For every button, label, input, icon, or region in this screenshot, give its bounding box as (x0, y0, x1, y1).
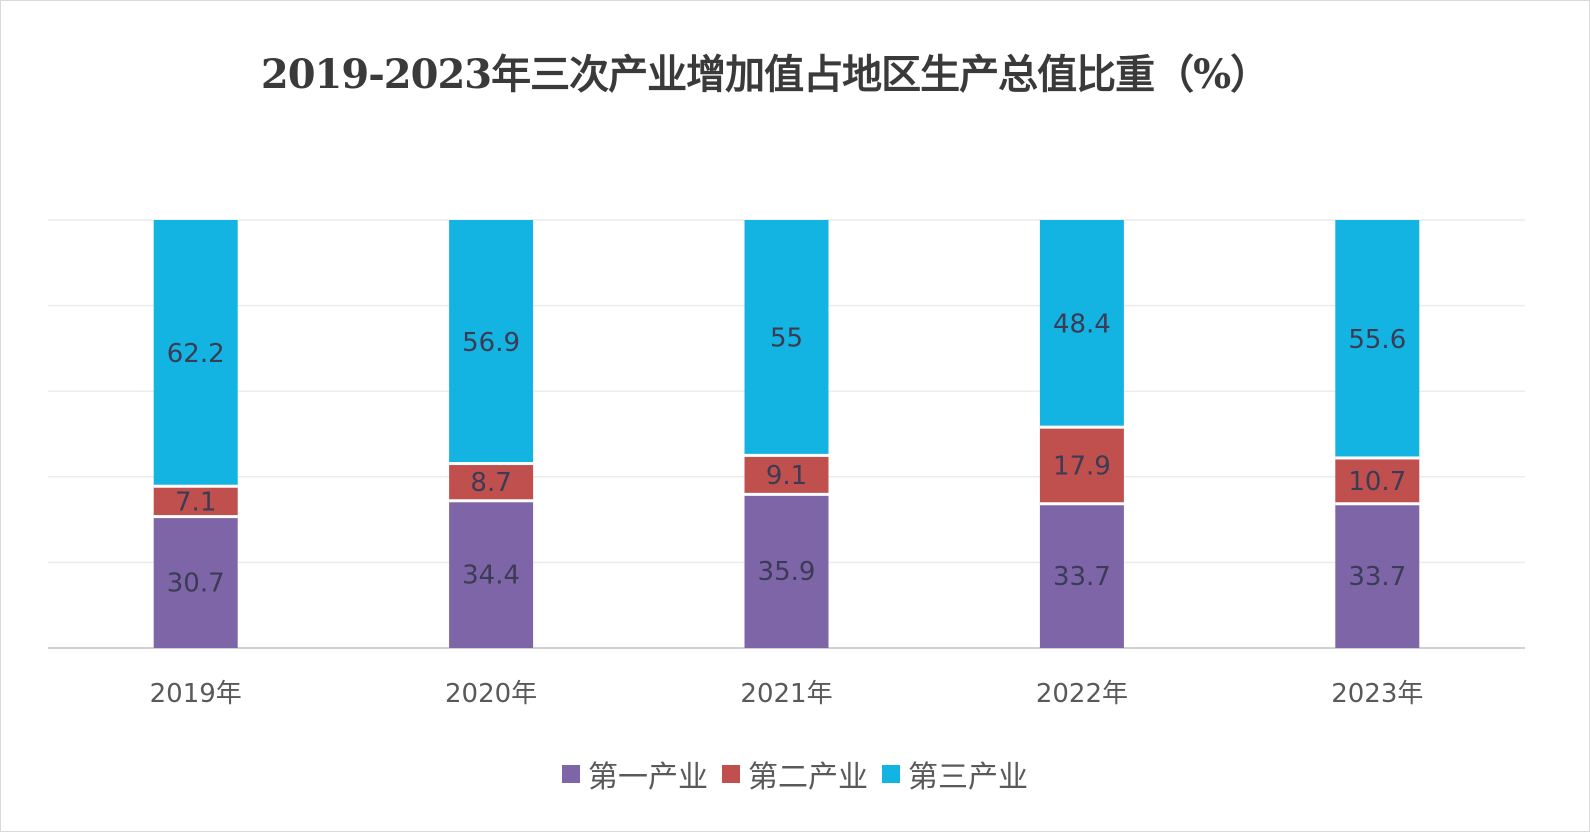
bar-separator-3-1 (1039, 502, 1124, 506)
bar-2-series-2 (744, 220, 829, 456)
data-label-1-series-0: 34.4 (462, 560, 520, 590)
data-label-2-series-2: 55 (770, 324, 803, 354)
bar-separator-0-1 (153, 515, 238, 519)
legend: 第一产业 第二产业 第三产业 (0, 752, 1590, 796)
data-label-3-series-2: 48.4 (1053, 310, 1111, 340)
legend-swatch-series-1 (722, 765, 740, 783)
legend-swatch-series-0 (562, 765, 580, 783)
bar-3-series-0 (1039, 503, 1124, 648)
legend-swatch-series-2 (882, 765, 900, 783)
bar-separator-4-1 (1335, 502, 1420, 506)
legend-item-series-0: 第一产业 (562, 752, 708, 796)
data-label-3-series-1: 17.9 (1053, 451, 1111, 481)
bar-separator-4-2 (1335, 456, 1420, 460)
legend-label-series-1: 第二产业 (748, 760, 868, 795)
data-label-1-series-1: 8.7 (470, 468, 511, 498)
bar-separator-2-1 (744, 492, 829, 496)
legend-label-series-2: 第三产业 (908, 760, 1028, 795)
legend-item-series-1: 第二产业 (722, 752, 868, 796)
x-tick-label-2: 2021年 (740, 679, 832, 709)
data-label-1-series-2: 56.9 (462, 328, 520, 358)
bars (153, 220, 1420, 648)
bar-separator-0-2 (153, 484, 238, 488)
data-label-4-series-1: 10.7 (1348, 467, 1406, 497)
x-tick-label-4: 2023年 (1331, 679, 1423, 709)
bar-0-series-2 (153, 220, 238, 487)
bar-2-series-0 (744, 494, 829, 648)
bar-separator-1-2 (449, 462, 534, 466)
x-tick-label-0: 2019年 (150, 679, 242, 709)
x-tick-label-1: 2020年 (445, 679, 537, 709)
data-label-3-series-0: 33.7 (1053, 562, 1111, 592)
bar-4-series-0 (1335, 503, 1420, 648)
bar-separator-2-2 (744, 453, 829, 457)
bar-0-series-0 (153, 516, 238, 648)
bar-2-series-1 (744, 455, 829, 495)
data-label-2-series-0: 35.9 (758, 557, 816, 587)
chart-title: 2019-2023年三次产业增加值占地区生产总值比重（%） (260, 51, 1270, 98)
x-tick-labels: 2019年 2020年 2021年 2022年 2023年 (150, 679, 1424, 709)
bar-separator-1-1 (449, 499, 534, 503)
data-label-0-series-1: 7.1 (175, 487, 216, 517)
bar-3-series-1 (1039, 427, 1124, 504)
bar-1-series-2 (449, 220, 534, 464)
data-label-0-series-0: 30.7 (167, 568, 225, 598)
legend-item-series-2: 第三产业 (882, 752, 1028, 796)
data-label-2-series-1: 9.1 (766, 461, 807, 491)
bar-1-series-0 (449, 500, 534, 648)
bar-labels: 30.7 7.1 62.2 34.4 8.7 56.9 35.9 9.1 55 33.7 17.9 4… (167, 310, 1406, 599)
bar-1-series-1 (449, 463, 534, 501)
bar-3-series-2 (1039, 220, 1124, 428)
data-label-0-series-2: 62.2 (167, 339, 225, 369)
bar-4-series-1 (1335, 457, 1420, 504)
x-tick-label-3: 2022年 (1036, 679, 1128, 709)
bar-0-series-1 (153, 486, 238, 517)
legend-label-series-0: 第一产业 (588, 760, 708, 795)
bar-separator-3-2 (1039, 425, 1124, 429)
data-label-4-series-2: 55.6 (1348, 325, 1406, 355)
bar-4-series-2 (1335, 220, 1420, 458)
data-label-4-series-0: 33.7 (1348, 562, 1406, 592)
